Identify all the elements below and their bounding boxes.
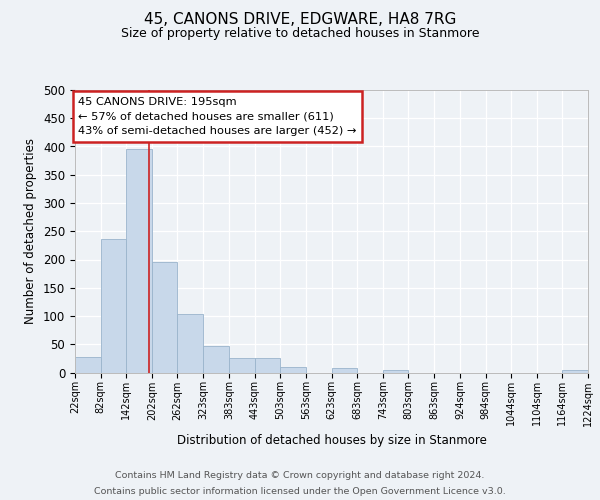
Text: Contains HM Land Registry data © Crown copyright and database right 2024.: Contains HM Land Registry data © Crown c… bbox=[115, 472, 485, 480]
Bar bbox=[280, 367, 306, 372]
Bar bbox=[331, 368, 357, 372]
Bar bbox=[383, 370, 409, 372]
Text: Contains public sector information licensed under the Open Government Licence v3: Contains public sector information licen… bbox=[94, 486, 506, 496]
Text: 45, CANONS DRIVE, EDGWARE, HA8 7RG: 45, CANONS DRIVE, EDGWARE, HA8 7RG bbox=[144, 12, 456, 28]
Bar bbox=[254, 358, 280, 372]
Bar bbox=[562, 370, 588, 372]
Bar bbox=[203, 346, 229, 372]
Bar bbox=[126, 150, 152, 372]
Y-axis label: Number of detached properties: Number of detached properties bbox=[25, 138, 37, 324]
Bar bbox=[75, 356, 101, 372]
Text: 45 CANONS DRIVE: 195sqm
← 57% of detached houses are smaller (611)
43% of semi-d: 45 CANONS DRIVE: 195sqm ← 57% of detache… bbox=[79, 97, 357, 136]
Text: Size of property relative to detached houses in Stanmore: Size of property relative to detached ho… bbox=[121, 28, 479, 40]
Bar bbox=[229, 358, 254, 372]
Bar bbox=[101, 239, 126, 372]
X-axis label: Distribution of detached houses by size in Stanmore: Distribution of detached houses by size … bbox=[176, 434, 487, 447]
Bar bbox=[152, 262, 178, 372]
Bar bbox=[178, 314, 203, 372]
